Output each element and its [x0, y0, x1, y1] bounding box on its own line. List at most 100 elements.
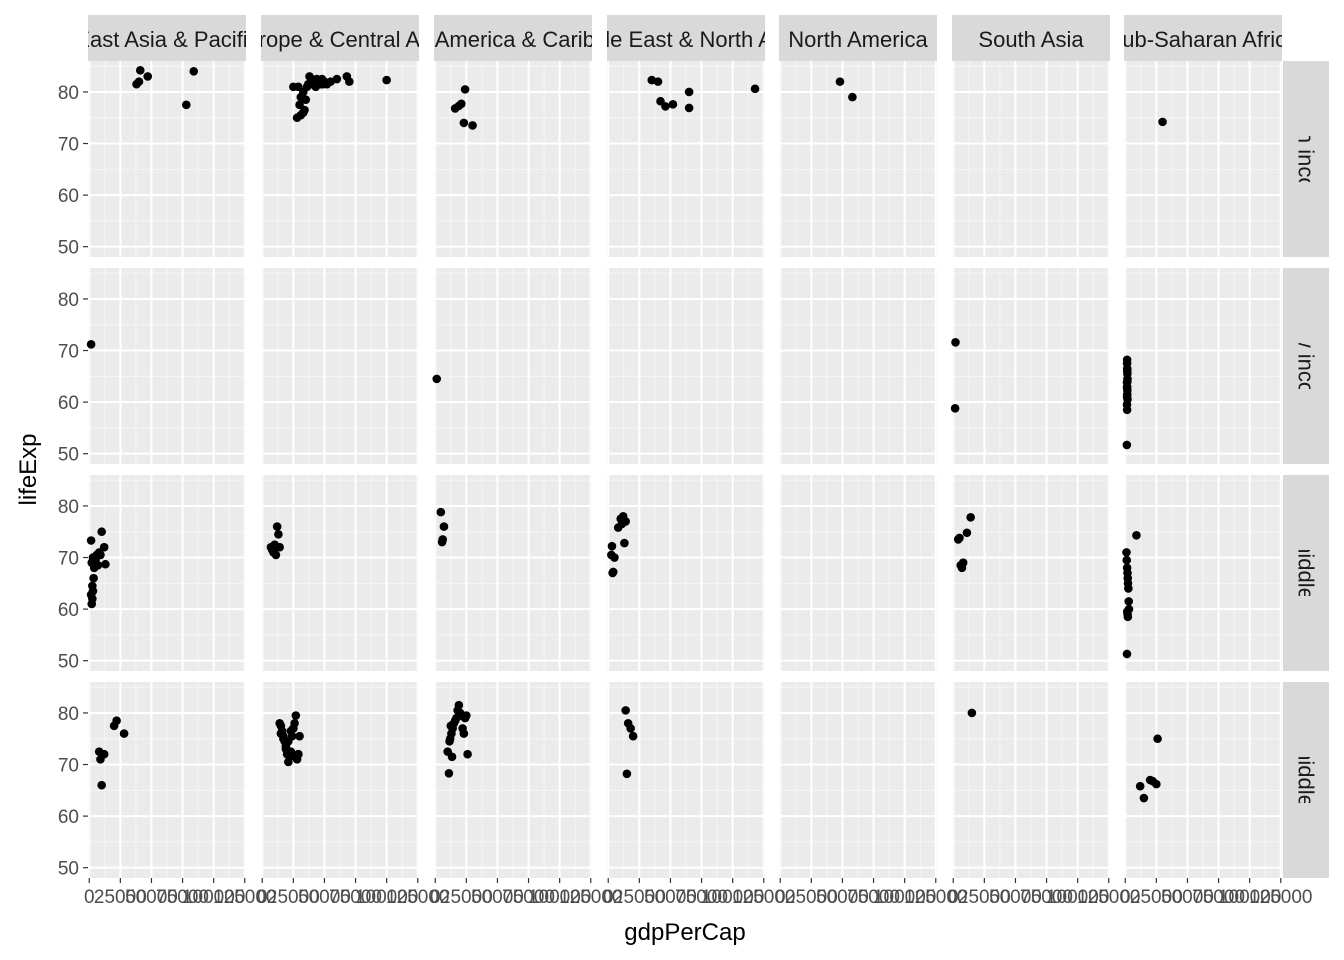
data-point	[956, 560, 966, 570]
facet-panel	[1122, 268, 1282, 464]
strip-background	[607, 15, 765, 61]
data-point	[1153, 734, 1162, 744]
y-tick-label: 80	[58, 290, 79, 311]
strip-background	[88, 15, 246, 61]
data-point	[97, 527, 106, 537]
data-point	[445, 737, 454, 746]
facet-panel	[952, 682, 1110, 878]
data-point	[1135, 781, 1145, 791]
column-strip-label: South Asia	[978, 27, 1084, 52]
x-tick-label: 0	[603, 887, 614, 908]
x-tick-label: 125000	[213, 887, 276, 908]
data-point	[181, 100, 191, 110]
x-tick-label: 0	[775, 887, 786, 908]
data-point	[289, 724, 298, 733]
facet-panel	[261, 475, 419, 671]
row-strip-label: Lower middle income	[1294, 469, 1319, 677]
data-point	[382, 75, 391, 85]
strip-background	[1124, 15, 1282, 61]
facet-panel	[1122, 475, 1282, 671]
x-tick-label: 25000	[267, 887, 320, 908]
facet-panel	[434, 682, 592, 878]
data-point	[447, 752, 457, 762]
data-point	[432, 374, 442, 384]
data-point	[462, 711, 471, 720]
x-tick-label: 50000	[298, 887, 351, 908]
x-tick-label: 25000	[785, 887, 838, 908]
data-point	[750, 84, 760, 94]
facet-panel	[779, 475, 937, 671]
data-point	[89, 573, 98, 583]
x-tick-label: 125000	[1249, 887, 1312, 908]
facet-panel	[1124, 61, 1282, 257]
data-point	[1132, 531, 1141, 540]
data-point	[189, 67, 199, 76]
y-axis-title: lifeExp	[15, 433, 42, 505]
x-tick-label: 25000	[613, 887, 666, 908]
x-tick-label: 25000	[1130, 887, 1183, 908]
data-point	[272, 522, 282, 531]
column-strip: North America	[779, 15, 937, 61]
data-point	[626, 724, 635, 733]
data-point	[1139, 793, 1149, 803]
data-point	[1122, 366, 1132, 376]
data-point	[653, 77, 663, 86]
data-point	[835, 77, 845, 86]
data-point	[1158, 117, 1167, 127]
data-point	[99, 542, 109, 552]
data-point	[966, 512, 975, 522]
facet-panel	[261, 61, 419, 257]
facet-panel	[434, 61, 592, 257]
column-strip: Middle East & North Africa	[607, 15, 765, 61]
x-tick-label: 75000	[502, 887, 555, 908]
x-tick-label: 125000	[559, 887, 622, 908]
x-tick-label: 75000	[847, 887, 900, 908]
data-point	[620, 538, 629, 548]
x-tick-label: 25000	[94, 887, 147, 908]
strip-background	[434, 15, 592, 61]
data-point	[294, 749, 303, 759]
x-tick-label: 100000	[1046, 887, 1109, 908]
x-tick-label: 75000	[329, 887, 382, 908]
data-point	[962, 528, 972, 538]
row-strip-label: Upper middle income	[1294, 676, 1319, 884]
y-tick-label: 60	[58, 186, 79, 207]
x-tick-label: 100000	[873, 887, 936, 908]
data-point	[446, 721, 456, 731]
x-tick-label: 50000	[125, 887, 178, 908]
data-point	[955, 533, 964, 543]
data-point	[661, 102, 670, 111]
y-tick-label: 50	[58, 859, 79, 880]
row-strip-label: High income	[1294, 98, 1319, 220]
data-point	[302, 82, 312, 92]
y-tick-label: 80	[58, 83, 79, 104]
data-point	[460, 85, 470, 94]
data-point	[275, 542, 284, 552]
strip-background	[1283, 475, 1329, 671]
y-tick-label: 50	[58, 445, 79, 466]
data-point	[296, 92, 306, 102]
facet-panel	[261, 682, 419, 878]
facet-panel	[1124, 682, 1282, 878]
x-axis-title: gdpPerCap	[624, 919, 745, 946]
data-point	[438, 535, 448, 544]
data-point	[622, 769, 632, 779]
y-tick-label: 60	[58, 393, 79, 414]
data-point	[1152, 779, 1161, 789]
data-point	[93, 560, 103, 570]
x-tick-label: 0	[257, 887, 268, 908]
x-tick-label: 50000	[816, 887, 869, 908]
y-tick-label: 70	[58, 135, 79, 156]
facet-panel	[779, 61, 937, 257]
x-tick-label: 125000	[904, 887, 967, 908]
strip-background	[952, 15, 1110, 61]
row-strip: Lower middle income	[1283, 469, 1329, 677]
data-point	[1122, 383, 1132, 392]
facet-panel	[88, 61, 246, 257]
data-point	[668, 100, 678, 109]
x-tick-label: 125000	[1077, 887, 1140, 908]
data-point	[291, 711, 301, 720]
facet-panel	[952, 61, 1110, 257]
x-tick-label: 75000	[1020, 887, 1073, 908]
